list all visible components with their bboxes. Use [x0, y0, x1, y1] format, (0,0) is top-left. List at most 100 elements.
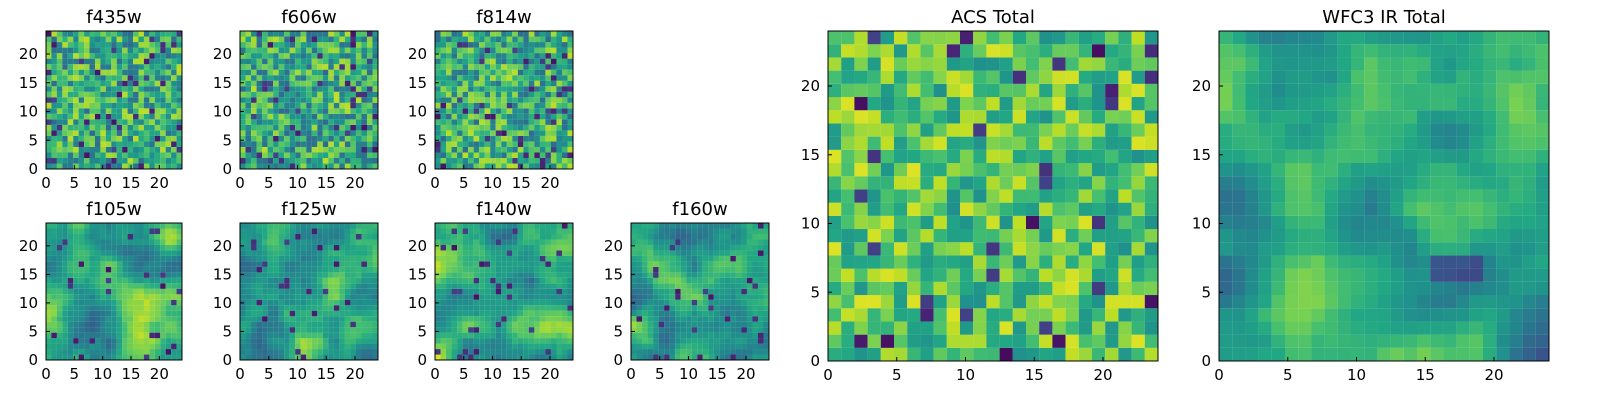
heatmap-cell — [435, 58, 441, 65]
heatmap-cell — [479, 97, 485, 103]
heatmap-cell — [366, 310, 373, 317]
heatmap-cell — [556, 288, 563, 295]
heatmap-cell — [251, 244, 257, 251]
heatmap-cell — [545, 64, 551, 70]
heatmap-cell — [333, 310, 340, 317]
heatmap-cell — [171, 124, 177, 131]
heatmap-cell — [160, 80, 166, 87]
heatmap-cell — [867, 123, 881, 137]
heatmap-cell — [501, 113, 507, 120]
heatmap-cell — [262, 233, 268, 240]
heatmap-cell — [669, 277, 676, 284]
heatmap-cell — [999, 255, 1013, 269]
heatmap-cell — [457, 343, 463, 350]
heatmap-cell — [317, 102, 323, 109]
heatmap-cell — [289, 42, 296, 48]
heatmap-cell — [138, 141, 144, 147]
heatmap-cell — [149, 349, 155, 355]
heatmap-cell — [111, 310, 117, 317]
heatmap-cell — [73, 261, 79, 267]
heatmap-cell — [133, 228, 139, 235]
heatmap-cell — [561, 141, 568, 147]
heatmap-cell — [366, 283, 373, 289]
heatmap-cell — [501, 58, 507, 65]
heatmap-cell — [446, 108, 452, 114]
heatmap-cell — [62, 299, 68, 306]
heatmap-cell — [528, 316, 535, 322]
heatmap-cell — [344, 157, 351, 164]
heatmap-cell — [355, 97, 362, 103]
heatmap-cell — [171, 244, 177, 251]
heatmap-cell — [361, 316, 368, 322]
heatmap-cell — [154, 152, 161, 159]
heatmap-cell — [457, 42, 463, 48]
heatmap-cell — [256, 255, 263, 262]
heatmap-cell — [730, 310, 736, 317]
heatmap-cell — [256, 250, 263, 256]
heatmap-cell — [986, 347, 1000, 362]
heatmap-cell — [273, 223, 279, 229]
heatmap-cell — [473, 163, 480, 170]
x-tick-label: 15 — [317, 365, 336, 383]
heatmap-cell — [300, 91, 307, 98]
heatmap-cell — [267, 146, 274, 153]
heatmap-cell — [176, 321, 183, 328]
heatmap-cell — [100, 58, 106, 65]
heatmap-cell — [116, 157, 123, 164]
heatmap-cell — [267, 244, 274, 251]
heatmap-cell — [127, 80, 134, 87]
heatmap-cell — [350, 272, 356, 278]
heatmap-cell — [165, 124, 172, 131]
heatmap-cell — [642, 266, 648, 273]
heatmap-cell — [473, 108, 480, 114]
heatmap-cell — [73, 305, 79, 311]
heatmap-cell — [372, 75, 379, 81]
heatmap-cell — [245, 272, 252, 278]
heatmap-cell — [133, 31, 139, 37]
heatmap-cell — [468, 135, 474, 142]
heatmap-cell — [1131, 295, 1145, 309]
heatmap-cell — [67, 58, 74, 65]
heatmap-cell — [289, 294, 296, 300]
heatmap-cell — [149, 316, 155, 322]
heatmap-cell — [267, 31, 274, 37]
heatmap-cell — [457, 310, 463, 317]
heatmap-cell — [176, 36, 183, 43]
heatmap-cell — [89, 163, 96, 170]
heatmap-cell — [105, 343, 112, 350]
heatmap-cell — [295, 102, 301, 109]
heatmap-cell — [894, 189, 908, 203]
heatmap-cell — [317, 327, 323, 333]
heatmap-cell — [51, 239, 57, 245]
heatmap-cell — [251, 69, 257, 76]
heatmap-cell — [300, 250, 307, 256]
heatmap-cell — [355, 75, 362, 81]
heatmap-cell — [116, 152, 123, 159]
heatmap-cell — [1026, 123, 1040, 137]
heatmap-cell — [154, 327, 161, 333]
heatmap-cell — [561, 102, 568, 109]
heatmap-cell — [479, 69, 485, 76]
heatmap-cell — [78, 354, 85, 361]
heatmap-cell — [317, 272, 323, 278]
heatmap-cell — [473, 113, 480, 120]
heatmap-cell — [311, 91, 318, 98]
heatmap-cell — [51, 261, 57, 267]
heatmap-cell — [149, 80, 155, 87]
heatmap-cell — [154, 354, 161, 361]
heatmap-cell — [697, 305, 703, 311]
heatmap-cell — [300, 349, 307, 355]
heatmap-cell — [133, 321, 139, 328]
heatmap-cell — [490, 119, 496, 125]
heatmap-cell — [752, 305, 759, 311]
panel-frame — [45, 30, 183, 170]
x-tick-label: 10 — [483, 174, 502, 192]
heatmap-cell — [289, 283, 296, 289]
heatmap-cell — [56, 255, 63, 262]
heatmap-cell — [763, 233, 770, 240]
heatmap-cell — [1105, 215, 1119, 230]
heatmap-cell — [284, 332, 290, 339]
heatmap-cell — [691, 228, 698, 235]
heatmap-cell — [372, 102, 379, 109]
heatmap-cell — [154, 272, 161, 278]
